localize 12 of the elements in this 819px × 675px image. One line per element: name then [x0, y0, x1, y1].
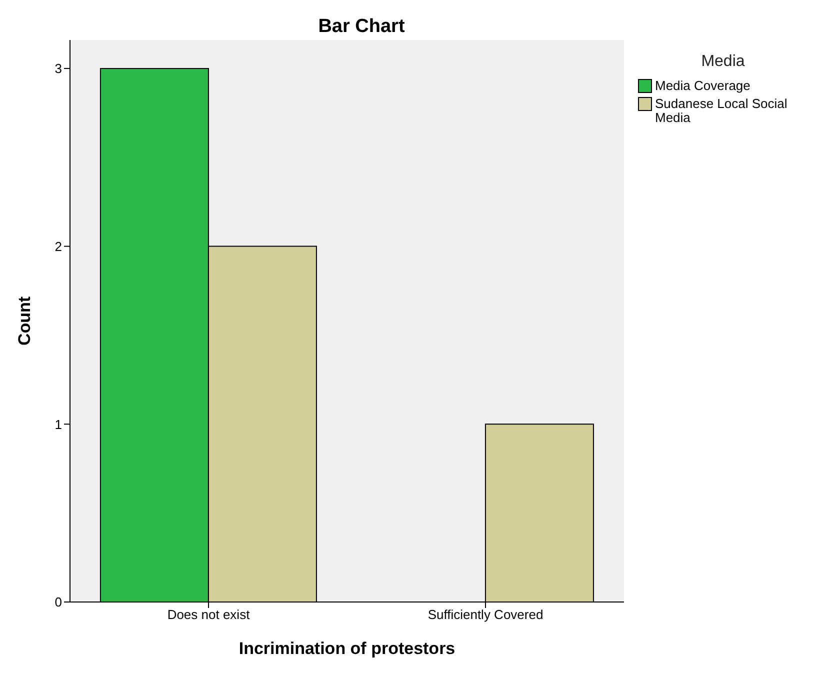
chart-title: Bar Chart	[317, 16, 406, 38]
x-tick-label: Does not exist	[167, 607, 250, 622]
y-axis-title: Count	[15, 296, 34, 346]
x-axis-title: Incrimination of protestors	[238, 639, 456, 658]
y-tick-label: 1	[54, 416, 62, 432]
y-tick-label: 0	[54, 594, 62, 610]
legend-title: Media	[700, 53, 746, 71]
legend-label: Sudanese Local Social Media	[655, 96, 788, 125]
x-tick-label: Sufficiently Covered	[428, 607, 544, 622]
y-tick-label: 3	[54, 61, 62, 76]
legend-label: Media Coverage	[655, 78, 750, 93]
y-tick-label: 2	[54, 238, 62, 254]
